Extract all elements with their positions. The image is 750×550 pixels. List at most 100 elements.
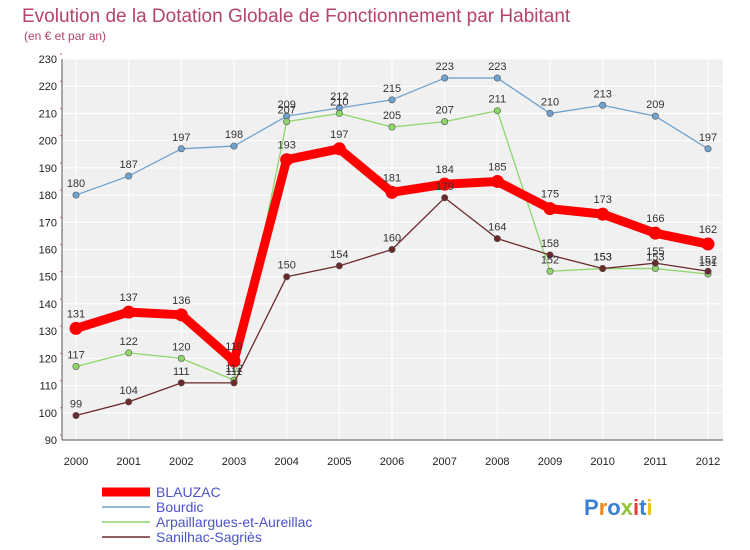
data-label-blauzac: 184 <box>435 164 453 176</box>
data-point-blauzac <box>385 185 399 199</box>
data-point-sanilhac-sagri-s <box>651 259 659 267</box>
y-tick-label: 220 <box>39 81 57 93</box>
data-label-blauzac: 193 <box>277 140 295 152</box>
x-tick-label: 2012 <box>696 456 720 468</box>
data-point-sanilhac-sagri-s <box>546 251 554 259</box>
y-tick-label: 230 <box>39 54 57 66</box>
data-point-blauzac <box>543 202 557 216</box>
data-label-blauzac: 175 <box>541 189 559 201</box>
data-label-arpaillargues-et-aureillac: 211 <box>489 94 507 106</box>
y-tick-label: 130 <box>39 326 57 338</box>
data-point-bourdic <box>651 112 659 120</box>
data-point-sanilhac-sagri-s <box>335 262 343 270</box>
y-tick-label: 150 <box>39 272 57 284</box>
y-tick-label: 160 <box>39 245 57 257</box>
data-point-blauzac <box>438 177 452 191</box>
data-label-arpaillargues-et-aureillac: 207 <box>277 105 295 117</box>
data-label-blauzac: 173 <box>593 194 611 206</box>
y-tick-label: 180 <box>39 190 57 202</box>
data-point-arpaillargues-et-aureillac <box>283 118 291 126</box>
data-label-bourdic: 210 <box>541 96 559 108</box>
chart-title: Evolution de la Dotation Globale de Fonc… <box>22 6 571 27</box>
data-label-blauzac: 162 <box>699 224 717 236</box>
data-point-arpaillargues-et-aureillac <box>72 363 80 371</box>
data-point-sanilhac-sagri-s <box>388 246 396 254</box>
data-point-bourdic <box>441 74 449 82</box>
data-label-arpaillargues-et-aureillac: 205 <box>383 110 401 122</box>
data-label-arpaillargues-et-aureillac: 120 <box>172 341 190 353</box>
data-point-arpaillargues-et-aureillac <box>125 349 133 357</box>
data-label-bourdic: 209 <box>277 99 295 111</box>
data-point-arpaillargues-et-aureillac <box>441 118 449 126</box>
data-point-blauzac <box>280 153 294 167</box>
data-point-blauzac <box>648 226 662 240</box>
data-point-bourdic <box>704 145 712 153</box>
x-tick-label: 2011 <box>644 456 668 468</box>
data-label-sanilhac-sagri-s: 154 <box>330 249 348 261</box>
data-label-blauzac: 119 <box>225 341 243 353</box>
data-label-bourdic: 197 <box>699 132 717 144</box>
data-label-blauzac: 131 <box>67 308 85 320</box>
y-tick-label: 190 <box>39 163 57 175</box>
data-point-bourdic <box>388 96 396 104</box>
data-label-sanilhac-sagri-s: 152 <box>699 254 717 266</box>
data-point-bourdic <box>493 74 501 82</box>
data-point-bourdic <box>546 109 554 117</box>
data-point-blauzac <box>69 321 83 335</box>
data-label-arpaillargues-et-aureillac: 207 <box>435 105 453 117</box>
data-label-blauzac: 166 <box>646 213 664 225</box>
data-point-sanilhac-sagri-s <box>493 235 501 243</box>
data-label-sanilhac-sagri-s: 111 <box>226 366 243 378</box>
data-point-blauzac <box>701 237 715 251</box>
data-point-bourdic <box>599 101 607 109</box>
data-label-arpaillargues-et-aureillac: 151 <box>699 257 717 269</box>
legend-label-arpaillargues-et-aureillac: Arpaillargues-et-Aureillac <box>156 514 312 530</box>
proxiti-logo: Proxiti <box>584 495 653 520</box>
y-tick-label: 140 <box>39 299 57 311</box>
data-label-bourdic: 180 <box>67 178 85 190</box>
data-label-blauzac: 185 <box>488 161 506 173</box>
data-label-arpaillargues-et-aureillac: 117 <box>67 350 85 362</box>
data-point-blauzac <box>332 142 346 156</box>
data-point-sanilhac-sagri-s <box>441 194 449 202</box>
legend-label-blauzac: BLAUZAC <box>156 484 221 500</box>
data-point-arpaillargues-et-aureillac <box>493 107 501 115</box>
y-tick-label: 100 <box>39 408 57 420</box>
data-label-sanilhac-sagri-s: 160 <box>383 233 401 245</box>
x-tick-label: 2010 <box>590 456 614 468</box>
data-point-arpaillargues-et-aureillac <box>546 267 554 275</box>
legend-label-sanilhac-sagri-s: Sanilhac-Sagriès <box>156 529 262 545</box>
data-label-arpaillargues-et-aureillac: 210 <box>330 96 348 108</box>
data-label-arpaillargues-et-aureillac: 153 <box>646 252 664 264</box>
data-label-arpaillargues-et-aureillac: 152 <box>541 254 559 266</box>
data-point-blauzac <box>227 354 241 368</box>
data-label-blauzac: 181 <box>383 172 401 184</box>
x-tick-label: 2002 <box>169 456 193 468</box>
data-label-bourdic: 212 <box>330 91 348 103</box>
x-tick-label: 2009 <box>538 456 562 468</box>
data-point-blauzac <box>490 174 504 188</box>
y-tick-label: 200 <box>39 136 57 148</box>
x-tick-label: 2004 <box>274 456 298 468</box>
data-point-arpaillargues-et-aureillac <box>177 354 185 362</box>
data-label-sanilhac-sagri-s: 179 <box>435 181 453 193</box>
y-tick-label: 210 <box>39 108 57 120</box>
series-layer <box>69 74 715 420</box>
data-point-bourdic <box>72 191 80 199</box>
data-point-bourdic <box>230 142 238 150</box>
data-label-bourdic: 209 <box>646 99 664 111</box>
x-tick-label: 2007 <box>432 456 456 468</box>
y-tick-label: 90 <box>45 435 57 447</box>
x-tick-label: 2001 <box>116 456 140 468</box>
x-tick-label: 2008 <box>485 456 509 468</box>
y-tick-label: 110 <box>39 381 57 393</box>
x-tick-label: 2005 <box>327 456 351 468</box>
data-label-arpaillargues-et-aureillac: 153 <box>593 252 611 264</box>
data-point-sanilhac-sagri-s <box>72 412 80 420</box>
data-label-bourdic: 187 <box>119 159 137 171</box>
data-label-sanilhac-sagri-s: 164 <box>488 222 506 234</box>
data-label-bourdic: 213 <box>593 88 611 100</box>
data-point-sanilhac-sagri-s <box>230 379 238 387</box>
